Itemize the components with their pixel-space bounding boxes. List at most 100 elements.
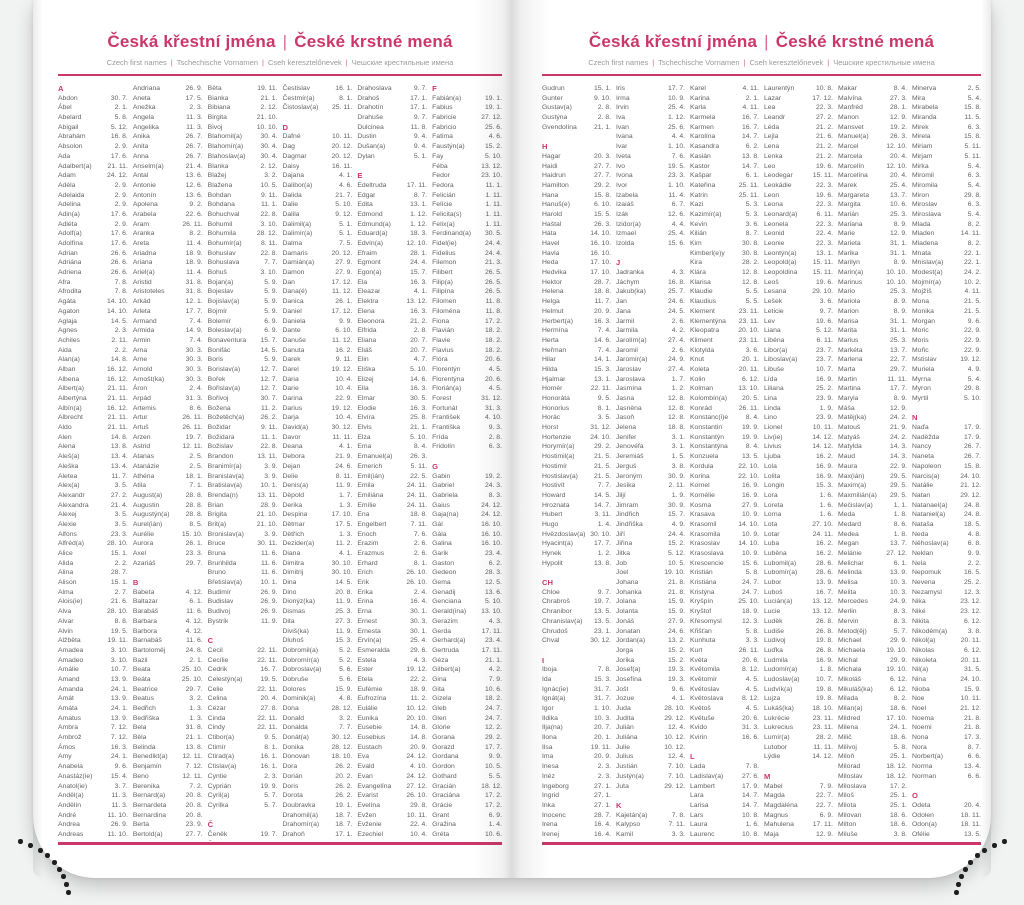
name-entry: Jošt 9. 6. (616, 685, 685, 695)
given-name: Ariel(a) (132, 269, 155, 277)
name-entry: Melisa 10. 3. (838, 578, 907, 588)
given-name: Moric (912, 327, 929, 335)
name-day-date: 28. 2. (741, 259, 759, 267)
name-day-date: 16. 1. (335, 85, 353, 92)
name-entry: Géza 21. 1. (432, 656, 502, 666)
given-name: Haidi (542, 162, 558, 170)
name-entry: Galina 16. 10. (432, 539, 502, 549)
name-entry: Milena 24. 1. (838, 723, 907, 733)
given-name: Alena (58, 443, 76, 451)
name-entry: Griselda24. 9. (432, 840, 502, 842)
name-day-date: 20. 12. (331, 143, 353, 151)
given-name: Květoslava (690, 695, 724, 703)
name-day-date: 11. 3. (186, 123, 203, 131)
given-name: Gustýna (542, 114, 568, 122)
name-day-date: 12. 9. (889, 404, 907, 412)
name-entry: Meda 1. 8. (838, 510, 907, 520)
name-day-date: 19. 7. (260, 830, 278, 838)
given-name: Fridolín (432, 443, 455, 451)
given-name: Eliška (357, 365, 376, 373)
name-day-date: 4. 1. (339, 550, 353, 557)
name-day-date: 26. 3. (410, 453, 428, 461)
row-spacer (357, 162, 427, 172)
given-name: Marilyn (838, 259, 860, 267)
given-name: Cedrik (207, 666, 228, 674)
given-name: Eva (357, 753, 370, 761)
name-day-date: 11. 7. (111, 472, 128, 480)
given-name: Filemon (432, 259, 457, 267)
name-day-date: 31. 3. (484, 404, 502, 412)
given-name: Kašpar (690, 172, 712, 180)
given-name: Fabricio (432, 123, 457, 131)
name-entry: Mlada 8. 2. (912, 220, 981, 230)
name-day-date: 20. 8. (185, 801, 203, 809)
name-day-date: 22. 10. (738, 472, 759, 480)
name-day-date: 3. 1. (671, 443, 685, 451)
given-name: Hana (542, 191, 559, 199)
name-column: Minerva 2. 5. Mira 5. 4. Mirabela 15. 8. Miran… (912, 84, 981, 841)
given-name: Matěj(ka) (838, 414, 867, 422)
name-day-date: 18. 2. (484, 695, 502, 703)
given-name: Bruce (207, 540, 226, 548)
name-entry: David(a) 30. 12. (282, 423, 352, 433)
given-name: Fedora (432, 181, 454, 189)
name-day-date: 11. 8. (485, 307, 502, 315)
name-entry: Bohuslava 7. 7. (208, 258, 278, 268)
given-name: Ella (357, 385, 369, 393)
name-day-date: 16. 12. (107, 365, 128, 373)
name-entry: Iva 1. 12. (616, 113, 685, 123)
given-name: Leopoldina (764, 269, 798, 277)
name-entry: Moris 22. 9. (912, 336, 981, 346)
name-entry: Evelína 29. 8. (357, 801, 427, 811)
name-entry: Bernard(a) 20. 8. (133, 791, 203, 801)
name-entry: Amát 13. 9. (58, 694, 128, 704)
name-day-date: 5. 11. (964, 152, 981, 160)
name-day-date: 20. 11. (738, 365, 759, 373)
name-day-date: 19. 6. (815, 191, 833, 199)
name-day-date: 11. 6. (260, 550, 278, 557)
name-day-date: 1. 3. (339, 530, 353, 538)
name-entry: Arkád 12. 1. (133, 297, 203, 307)
name-day-date: 4. 6. (488, 133, 502, 141)
given-name: Evangelína (357, 782, 392, 790)
given-name: Longin (764, 482, 785, 490)
given-name: Gertruda (432, 646, 459, 654)
given-name: Karla (690, 104, 706, 112)
given-name: Havel (542, 240, 560, 247)
name-entry: Klotylda 3. 6. (690, 346, 759, 356)
name-day-date: 21. 1. (185, 734, 203, 742)
name-entry: Lena 21. 2. (764, 142, 833, 152)
given-name: Fidel(ie) (432, 240, 457, 247)
name-day-date: 4. 5. (488, 385, 502, 393)
name-day-date: 15. 8. (963, 462, 981, 470)
given-name: Jozue (616, 695, 635, 703)
name-day-date: 17. 2. (889, 782, 907, 790)
name-entry: Aglaja 14. 5. (58, 317, 128, 327)
given-name: Miriam (912, 143, 933, 151)
given-name: Maud (838, 453, 856, 461)
name-day-date: 2. 9. (114, 220, 128, 228)
name-entry: Aristoteles 31. 8. (133, 287, 203, 297)
name-day-date: 3. 8. (967, 627, 981, 635)
name-day-date: 12. 6. (185, 181, 203, 189)
name-day-date: 16. 10. (590, 240, 611, 247)
given-name: Nikodém(a) (912, 627, 948, 635)
name-entry: Beatus 3. 2. (133, 694, 203, 704)
name-day-date: 18. 12. (481, 782, 502, 790)
given-name: Gizela (432, 695, 452, 703)
name-entry: Leonie 22. 3. (764, 239, 833, 249)
stitch-dot (52, 860, 57, 865)
given-name: Mečislav(a) (838, 501, 873, 509)
name-day-date: 27. 8. (260, 705, 278, 712)
given-name: Lujza (764, 695, 781, 703)
given-name: Kastor (690, 162, 710, 170)
name-entry: Luďka 26. 8. (764, 646, 833, 656)
name-entry: Kliment 23. 11. (690, 336, 759, 346)
name-entry: Dimitra 30. 10. (282, 559, 352, 569)
name-day-date: 2. 1. (745, 94, 759, 102)
name-entry: Lada 7. 8. (690, 762, 759, 772)
name-entry: Drahuše 9. 7. (357, 113, 427, 123)
name-entry: Eliška 5. 10. (357, 365, 427, 375)
name-entry: Aleška 13. 4. (58, 462, 128, 472)
name-column: Gudrun 15. 1. Gunter 9. 10. Gustav(a) 2. 8. Gu… (542, 84, 611, 841)
